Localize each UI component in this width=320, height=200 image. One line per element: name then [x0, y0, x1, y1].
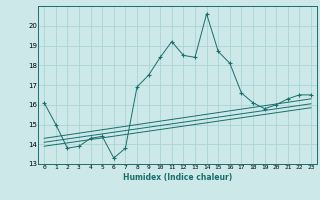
X-axis label: Humidex (Indice chaleur): Humidex (Indice chaleur) [123, 173, 232, 182]
